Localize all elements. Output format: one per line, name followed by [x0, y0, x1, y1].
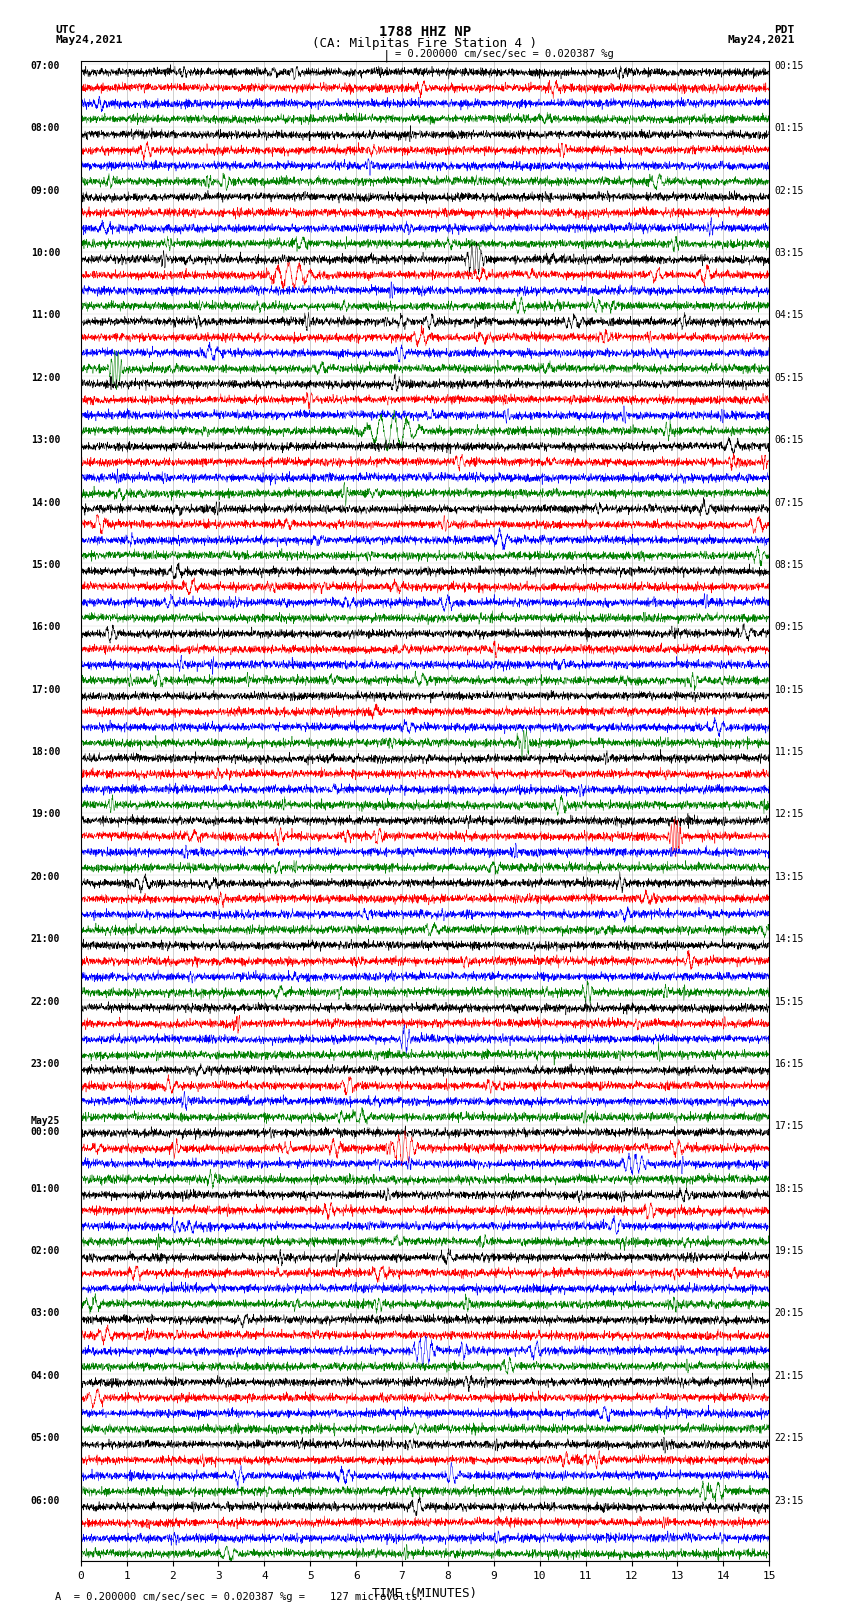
Text: 09:15: 09:15: [774, 623, 804, 632]
Text: 09:00: 09:00: [31, 185, 60, 195]
Text: 02:15: 02:15: [774, 185, 804, 195]
Text: 18:00: 18:00: [31, 747, 60, 756]
Text: 19:15: 19:15: [774, 1247, 804, 1257]
Text: 14:00: 14:00: [31, 497, 60, 508]
Text: 05:15: 05:15: [774, 373, 804, 382]
Text: 03:15: 03:15: [774, 248, 804, 258]
Text: 16:00: 16:00: [31, 623, 60, 632]
Text: 15:15: 15:15: [774, 997, 804, 1007]
Text: 08:15: 08:15: [774, 560, 804, 569]
Text: May25
00:00: May25 00:00: [31, 1116, 60, 1137]
Text: 21:15: 21:15: [774, 1371, 804, 1381]
Text: 16:15: 16:15: [774, 1060, 804, 1069]
Text: 06:00: 06:00: [31, 1495, 60, 1505]
Text: |: |: [383, 50, 390, 63]
Text: 04:15: 04:15: [774, 310, 804, 321]
Text: 13:15: 13:15: [774, 873, 804, 882]
Text: 11:15: 11:15: [774, 747, 804, 756]
Text: 02:00: 02:00: [31, 1247, 60, 1257]
Text: 1788 HHZ NP: 1788 HHZ NP: [379, 24, 471, 39]
Text: 12:15: 12:15: [774, 810, 804, 819]
Text: UTC: UTC: [55, 24, 76, 35]
Text: 21:00: 21:00: [31, 934, 60, 944]
Text: 00:15: 00:15: [774, 61, 804, 71]
Text: 13:00: 13:00: [31, 436, 60, 445]
Text: 08:00: 08:00: [31, 123, 60, 134]
Text: 10:15: 10:15: [774, 684, 804, 695]
Text: 10:00: 10:00: [31, 248, 60, 258]
Text: 15:00: 15:00: [31, 560, 60, 569]
Text: 22:15: 22:15: [774, 1434, 804, 1444]
Text: 17:15: 17:15: [774, 1121, 804, 1131]
Text: 14:15: 14:15: [774, 934, 804, 944]
Text: 05:00: 05:00: [31, 1434, 60, 1444]
Text: 18:15: 18:15: [774, 1184, 804, 1194]
Text: 23:15: 23:15: [774, 1495, 804, 1505]
Text: 07:15: 07:15: [774, 497, 804, 508]
Text: 20:15: 20:15: [774, 1308, 804, 1318]
Text: May24,2021: May24,2021: [728, 35, 795, 45]
Text: PDT: PDT: [774, 24, 795, 35]
Text: = 0.200000 cm/sec/sec = 0.020387 %g: = 0.200000 cm/sec/sec = 0.020387 %g: [395, 50, 614, 60]
Text: 03:00: 03:00: [31, 1308, 60, 1318]
Text: 01:15: 01:15: [774, 123, 804, 134]
Text: 07:00: 07:00: [31, 61, 60, 71]
Text: May24,2021: May24,2021: [55, 35, 122, 45]
Text: 23:00: 23:00: [31, 1060, 60, 1069]
Text: 22:00: 22:00: [31, 997, 60, 1007]
Text: 20:00: 20:00: [31, 873, 60, 882]
Text: (CA: Milpitas Fire Station 4 ): (CA: Milpitas Fire Station 4 ): [313, 37, 537, 50]
Text: A  = 0.200000 cm/sec/sec = 0.020387 %g =    127 microvolts.: A = 0.200000 cm/sec/sec = 0.020387 %g = …: [55, 1592, 424, 1602]
Text: 17:00: 17:00: [31, 684, 60, 695]
Text: 11:00: 11:00: [31, 310, 60, 321]
Text: 12:00: 12:00: [31, 373, 60, 382]
Text: 04:00: 04:00: [31, 1371, 60, 1381]
Text: 06:15: 06:15: [774, 436, 804, 445]
Text: 19:00: 19:00: [31, 810, 60, 819]
X-axis label: TIME (MINUTES): TIME (MINUTES): [372, 1587, 478, 1600]
Text: 01:00: 01:00: [31, 1184, 60, 1194]
